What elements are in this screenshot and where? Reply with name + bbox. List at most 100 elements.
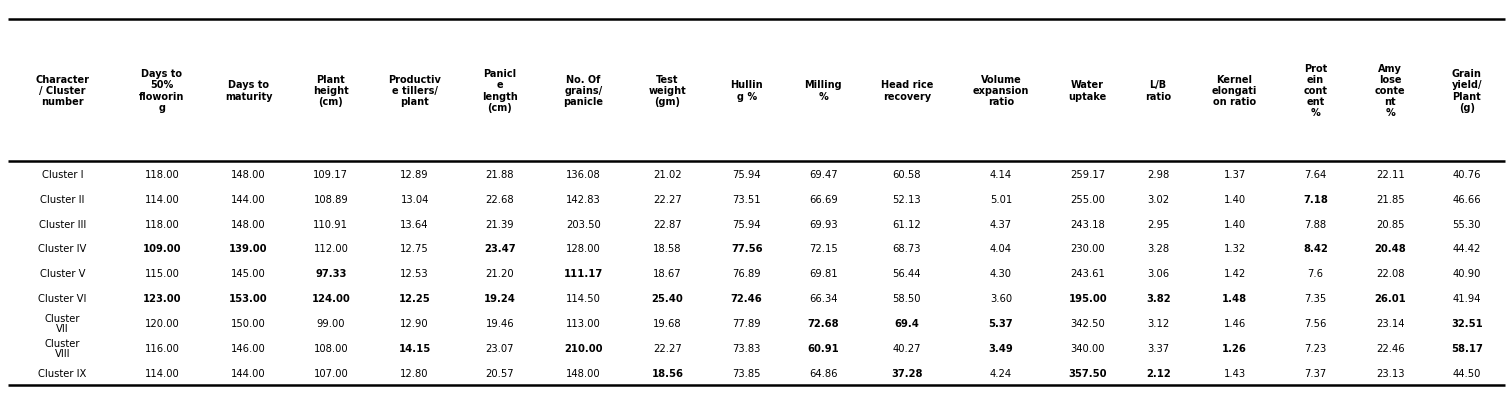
Text: 3.12: 3.12 — [1148, 318, 1169, 328]
Text: 26.01: 26.01 — [1374, 294, 1407, 304]
Text: 124.00: 124.00 — [312, 294, 350, 304]
Text: 21.02: 21.02 — [653, 169, 682, 179]
Text: 69.81: 69.81 — [808, 269, 837, 279]
Text: 1.42: 1.42 — [1223, 269, 1246, 279]
Text: 255.00: 255.00 — [1071, 194, 1105, 204]
Text: 108.89: 108.89 — [314, 194, 348, 204]
Text: 2.95: 2.95 — [1148, 219, 1169, 229]
Text: 110.91: 110.91 — [314, 219, 348, 229]
Text: 357.50: 357.50 — [1068, 368, 1107, 378]
Text: 142.83: 142.83 — [566, 194, 602, 204]
Text: 44.50: 44.50 — [1452, 368, 1481, 378]
Text: 75.94: 75.94 — [733, 219, 762, 229]
Text: 115.00: 115.00 — [145, 269, 179, 279]
Text: 109.00: 109.00 — [143, 244, 181, 254]
Text: 4.14: 4.14 — [989, 169, 1012, 179]
Text: Cluster
VII: Cluster VII — [45, 313, 80, 334]
Text: 123.00: 123.00 — [143, 294, 181, 304]
Text: Grain
yield/
Plant
(g): Grain yield/ Plant (g) — [1452, 69, 1482, 113]
Text: 116.00: 116.00 — [145, 343, 179, 353]
Text: Prot
ein
cont
ent
%: Prot ein cont ent % — [1303, 63, 1327, 118]
Text: Cluster I: Cluster I — [42, 169, 83, 179]
Text: 69.93: 69.93 — [808, 219, 837, 229]
Text: 111.17: 111.17 — [564, 269, 603, 279]
Text: 40.90: 40.90 — [1452, 269, 1481, 279]
Text: 1.43: 1.43 — [1223, 368, 1246, 378]
Text: 230.00: 230.00 — [1071, 244, 1105, 254]
Text: 97.33: 97.33 — [315, 269, 347, 279]
Text: 259.17: 259.17 — [1071, 169, 1105, 179]
Text: 72.15: 72.15 — [808, 244, 837, 254]
Text: 12.90: 12.90 — [400, 318, 428, 328]
Text: 108.00: 108.00 — [314, 343, 348, 353]
Text: 2.12: 2.12 — [1146, 368, 1170, 378]
Text: 21.88: 21.88 — [486, 169, 514, 179]
Text: 7.35: 7.35 — [1304, 294, 1327, 304]
Text: 22.87: 22.87 — [653, 219, 682, 229]
Text: 136.08: 136.08 — [566, 169, 602, 179]
Text: 109.17: 109.17 — [314, 169, 348, 179]
Text: 107.00: 107.00 — [314, 368, 348, 378]
Text: 340.00: 340.00 — [1071, 343, 1105, 353]
Text: 22.46: 22.46 — [1375, 343, 1404, 353]
Text: 14.15: 14.15 — [398, 343, 431, 353]
Text: 64.86: 64.86 — [808, 368, 837, 378]
Text: 56.44: 56.44 — [893, 269, 921, 279]
Text: 203.50: 203.50 — [566, 219, 602, 229]
Text: Plant
height
(cm): Plant height (cm) — [314, 75, 348, 107]
Text: 3.02: 3.02 — [1148, 194, 1169, 204]
Text: 3.49: 3.49 — [989, 343, 1013, 353]
Text: 1.40: 1.40 — [1223, 194, 1246, 204]
Text: 150.00: 150.00 — [231, 318, 265, 328]
Text: 13.04: 13.04 — [401, 194, 428, 204]
Text: Days to
50%
floworin
g: Days to 50% floworin g — [139, 69, 184, 113]
Text: 1.32: 1.32 — [1223, 244, 1246, 254]
Text: L/B
ratio: L/B ratio — [1145, 80, 1172, 101]
Text: 114.50: 114.50 — [566, 294, 602, 304]
Text: 5.37: 5.37 — [989, 318, 1013, 328]
Text: 114.00: 114.00 — [145, 194, 179, 204]
Text: 243.18: 243.18 — [1071, 219, 1105, 229]
Text: 4.37: 4.37 — [989, 219, 1012, 229]
Text: 7.18: 7.18 — [1303, 194, 1329, 204]
Text: 66.34: 66.34 — [808, 294, 837, 304]
Text: 139.00: 139.00 — [229, 244, 268, 254]
Text: 73.83: 73.83 — [733, 343, 762, 353]
Text: 12.53: 12.53 — [400, 269, 428, 279]
Text: 23.07: 23.07 — [486, 343, 514, 353]
Text: 18.56: 18.56 — [651, 368, 683, 378]
Text: Cluster IV: Cluster IV — [39, 244, 87, 254]
Text: Water
uptake: Water uptake — [1069, 80, 1107, 101]
Text: 21.39: 21.39 — [486, 219, 514, 229]
Text: Cluster
VIII: Cluster VIII — [45, 338, 80, 358]
Text: 8.42: 8.42 — [1303, 244, 1329, 254]
Text: 41.94: 41.94 — [1452, 294, 1481, 304]
Text: 40.76: 40.76 — [1452, 169, 1481, 179]
Text: 12.25: 12.25 — [398, 294, 430, 304]
Text: 7.88: 7.88 — [1304, 219, 1327, 229]
Text: Volume
expansion
ratio: Volume expansion ratio — [973, 75, 1028, 107]
Text: 19.46: 19.46 — [486, 318, 514, 328]
Text: Cluster VI: Cluster VI — [39, 294, 87, 304]
Text: 12.75: 12.75 — [400, 244, 428, 254]
Text: 22.27: 22.27 — [653, 343, 682, 353]
Text: Cluster III: Cluster III — [39, 219, 86, 229]
Text: 72.46: 72.46 — [731, 294, 763, 304]
Text: 118.00: 118.00 — [145, 219, 179, 229]
Text: 18.58: 18.58 — [653, 244, 682, 254]
Text: 7.56: 7.56 — [1304, 318, 1327, 328]
Text: No. Of
grains/
panicle: No. Of grains/ panicle — [564, 75, 603, 107]
Text: Cluster IX: Cluster IX — [39, 368, 87, 378]
Text: 73.85: 73.85 — [733, 368, 762, 378]
Text: 3.60: 3.60 — [989, 294, 1012, 304]
Text: 210.00: 210.00 — [564, 343, 603, 353]
Text: 342.50: 342.50 — [1071, 318, 1105, 328]
Text: 22.27: 22.27 — [653, 194, 682, 204]
Text: Hullin
g %: Hullin g % — [730, 80, 763, 101]
Text: 118.00: 118.00 — [145, 169, 179, 179]
Text: Amy
lose
conte
nt
%: Amy lose conte nt % — [1375, 63, 1405, 118]
Text: 22.68: 22.68 — [486, 194, 514, 204]
Text: 25.40: 25.40 — [651, 294, 683, 304]
Text: 22.08: 22.08 — [1377, 269, 1404, 279]
Text: 66.69: 66.69 — [808, 194, 837, 204]
